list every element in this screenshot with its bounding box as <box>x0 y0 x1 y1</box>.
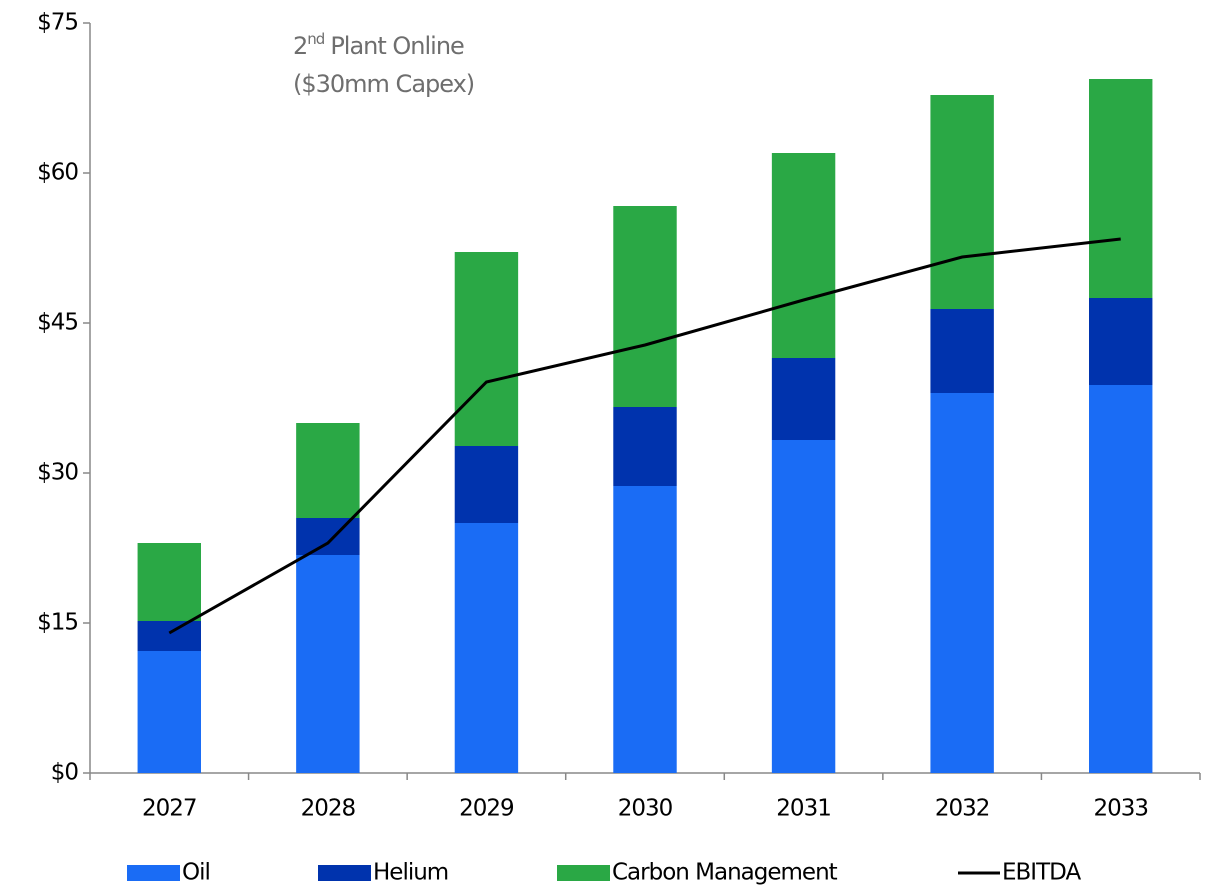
legend-label: Oil <box>182 860 210 886</box>
annotation-line2: ($30mm Capex) <box>293 70 474 98</box>
y-tick-label: $30 <box>37 460 78 486</box>
legend-swatch <box>127 865 180 881</box>
bar-segment <box>1089 385 1153 773</box>
bar-segment <box>296 518 360 555</box>
bar-segment <box>137 651 201 773</box>
x-tick-label: 2033 <box>1093 796 1148 822</box>
x-tick-label: 2032 <box>935 796 990 822</box>
legend-swatch <box>318 865 371 881</box>
annotation-rest: Plant Online <box>330 32 464 60</box>
line <box>168 237 1121 635</box>
bar-segment <box>137 543 201 621</box>
legend-label: Helium <box>373 860 448 886</box>
x-tick-label: 2031 <box>776 796 831 822</box>
x-tick-label: 2027 <box>142 796 197 822</box>
annotation-suffix: nd <box>307 30 325 48</box>
legend-label: Carbon Management <box>612 860 838 886</box>
annotation: 2nd Plant Online <box>293 30 464 61</box>
bar-segment <box>930 309 994 393</box>
bar-segment <box>613 206 677 407</box>
legend-label: EBITDA <box>1002 860 1081 886</box>
bar-segment <box>296 423 360 518</box>
bar-segment <box>296 555 360 773</box>
bar-segment <box>454 446 519 523</box>
bar-segment <box>454 252 519 446</box>
x-tick-label: 2028 <box>301 796 356 822</box>
x-tick-label: 2030 <box>618 796 673 822</box>
bar-segment <box>613 486 677 773</box>
bar-segment <box>613 407 677 486</box>
bar-segment <box>771 440 836 773</box>
y-tick-label: $60 <box>37 160 78 186</box>
y-tick-label: $75 <box>37 10 78 36</box>
y-tick-label: $0 <box>51 760 79 786</box>
bar-segment <box>930 393 994 773</box>
bar-segment <box>137 621 201 651</box>
y-tick-label: $45 <box>37 310 78 336</box>
bar-segment <box>1089 79 1153 298</box>
bar-segment <box>771 153 836 358</box>
bar-segment <box>930 95 994 309</box>
bar-segment <box>454 523 519 773</box>
y-tick-label: $15 <box>37 610 78 636</box>
x-tick-label: 2029 <box>459 796 514 822</box>
bar-segment <box>1089 298 1153 385</box>
bar-segment <box>771 358 836 440</box>
legend-swatch <box>557 865 610 881</box>
annotation-ordinal: 2 <box>293 32 307 60</box>
